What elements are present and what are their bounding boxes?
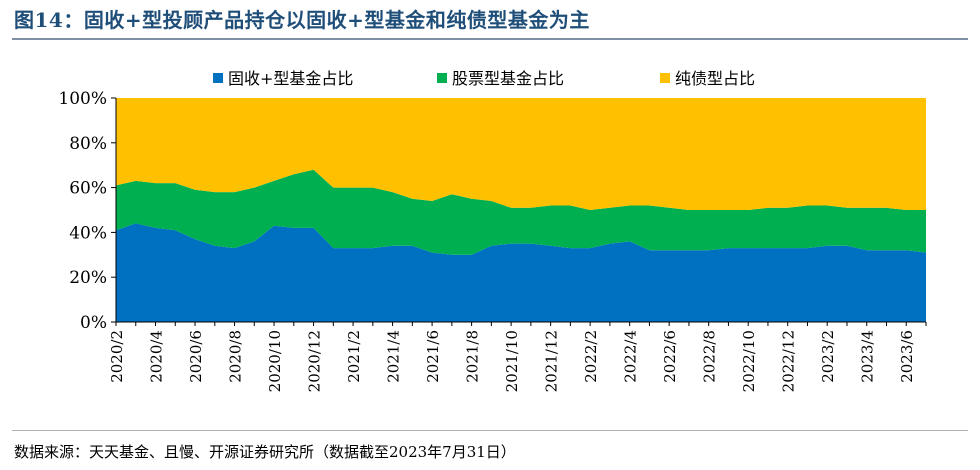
x-tick-label: 2022/4 xyxy=(622,330,640,383)
x-tick-label: 2021/6 xyxy=(424,330,442,383)
y-tick-label: 20% xyxy=(69,268,107,288)
x-tick-label: 2021/10 xyxy=(503,330,521,392)
area-series-2 xyxy=(116,169,926,255)
y-tick-label: 0% xyxy=(80,313,107,333)
x-tick-label: 2022/12 xyxy=(780,330,798,392)
x-tick-label: 2021/4 xyxy=(385,330,403,383)
y-tick-label: 40% xyxy=(69,223,107,243)
legend-swatch xyxy=(660,73,670,83)
y-tick-label: 100% xyxy=(58,89,107,109)
y-tick-label: 80% xyxy=(69,134,107,154)
x-tick-label: 2020/2 xyxy=(108,330,126,383)
figure-title: 图14：固收+型投顾产品持仓以固收+型基金和纯债型基金为主 xyxy=(14,8,590,32)
x-tick-label: 2021/12 xyxy=(543,330,561,392)
legend-swatch xyxy=(437,73,447,83)
x-tick-label: 2022/10 xyxy=(740,330,758,392)
legend-label: 固收+型基金占比 xyxy=(228,69,353,88)
x-tick-label: 2020/8 xyxy=(227,330,245,383)
x-tick-label: 2022/2 xyxy=(582,330,600,383)
x-tick-label: 2020/4 xyxy=(148,330,166,383)
legend-label: 纯债型占比 xyxy=(675,69,755,88)
legend-label: 股票型基金占比 xyxy=(452,69,564,88)
source-divider xyxy=(12,430,968,431)
x-tick-label: 2023/2 xyxy=(819,330,837,383)
area-series-1 xyxy=(116,223,926,322)
source-note: 数据来源：天天基金、且慢、开源证券研究所（数据截至2023年7月31日） xyxy=(14,443,516,461)
x-tick-label: 2022/8 xyxy=(701,330,719,383)
area-series-3 xyxy=(116,98,926,210)
x-tick-label: 2023/6 xyxy=(898,330,916,383)
x-tick-label: 2022/6 xyxy=(661,330,679,383)
legend-swatch xyxy=(213,73,223,83)
title-divider xyxy=(12,38,968,40)
x-tick-label: 2021/8 xyxy=(464,330,482,383)
stacked-area-chart: 0% 20% 40% 60% 80% 100% 2020/2 2020/4 2020/6 2020… xyxy=(58,69,927,392)
x-tick-label: 2020/12 xyxy=(306,330,324,392)
x-tick-label: 2023/4 xyxy=(859,330,877,383)
y-tick-label: 60% xyxy=(69,179,107,199)
x-tick-label: 2021/2 xyxy=(345,330,363,383)
x-tick-label: 2020/6 xyxy=(187,330,205,383)
x-tick-label: 2020/10 xyxy=(266,330,284,392)
